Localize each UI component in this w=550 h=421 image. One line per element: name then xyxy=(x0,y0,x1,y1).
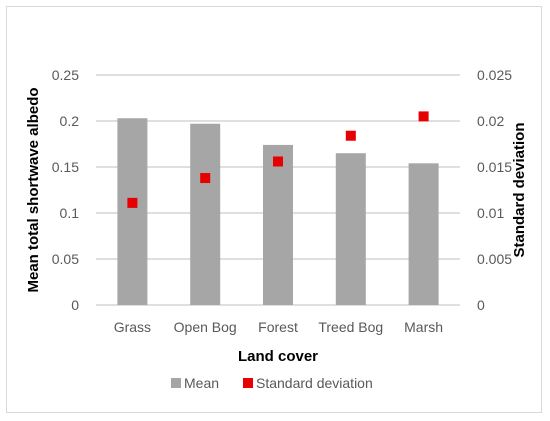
bar-series-mean xyxy=(117,118,439,306)
y-tick-label: 0.25 xyxy=(52,67,79,83)
x-tick-label: Treed Bog xyxy=(318,319,383,335)
x-tick-label: Marsh xyxy=(404,319,443,335)
y-tick-label: 0.1 xyxy=(60,205,80,221)
y2-tick-label: 0.02 xyxy=(477,113,504,129)
x-tick-label: Forest xyxy=(258,319,298,335)
legend-label-mean: Mean xyxy=(184,375,219,391)
y-tick-label: 0 xyxy=(71,297,79,313)
point-std-dev xyxy=(345,130,356,141)
y-tick-label: 0.05 xyxy=(52,251,79,267)
y2-tick-label: 0.025 xyxy=(477,67,512,83)
legend-label-std-dev: Standard deviation xyxy=(256,375,373,391)
bar-mean xyxy=(117,118,148,306)
bar-mean xyxy=(335,153,366,305)
legend-swatch-mean xyxy=(171,378,181,388)
y2-tick-label: 0 xyxy=(477,297,485,313)
y2-tick-label: 0.005 xyxy=(477,251,512,267)
point-std-dev xyxy=(127,197,138,208)
bar-mean xyxy=(263,144,293,305)
y-tick-label: 0.2 xyxy=(60,113,80,129)
legend-swatch-std-dev xyxy=(243,378,253,388)
x-tick-label: Grass xyxy=(114,319,151,335)
y-axis-title: Mean total shortwave albedo xyxy=(25,87,42,292)
point-std-dev xyxy=(273,156,283,167)
point-std-dev xyxy=(200,173,211,184)
y2-axis-title: Standard deviation xyxy=(511,122,528,257)
x-axis-ticks: Grass Open Bog Forest Treed Bog Marsh xyxy=(114,319,443,335)
y2-axis-ticks: 0 0.005 0.01 0.015 0.02 0.025 xyxy=(477,67,512,313)
x-axis-title: Land cover xyxy=(238,348,318,365)
y-tick-label: 0.15 xyxy=(52,159,79,175)
legend: Mean Standard deviation xyxy=(171,375,373,391)
bar-mean xyxy=(408,163,439,305)
y2-tick-label: 0.01 xyxy=(477,205,504,221)
y2-tick-label: 0.015 xyxy=(477,159,512,175)
gridlines xyxy=(96,74,460,306)
x-tick-label: Open Bog xyxy=(174,319,237,335)
scatter-series-std-dev xyxy=(127,111,429,208)
bar-mean xyxy=(190,123,221,305)
y-axis-ticks: 0 0.05 0.1 0.15 0.2 0.25 xyxy=(52,67,79,313)
point-std-dev xyxy=(418,111,429,122)
